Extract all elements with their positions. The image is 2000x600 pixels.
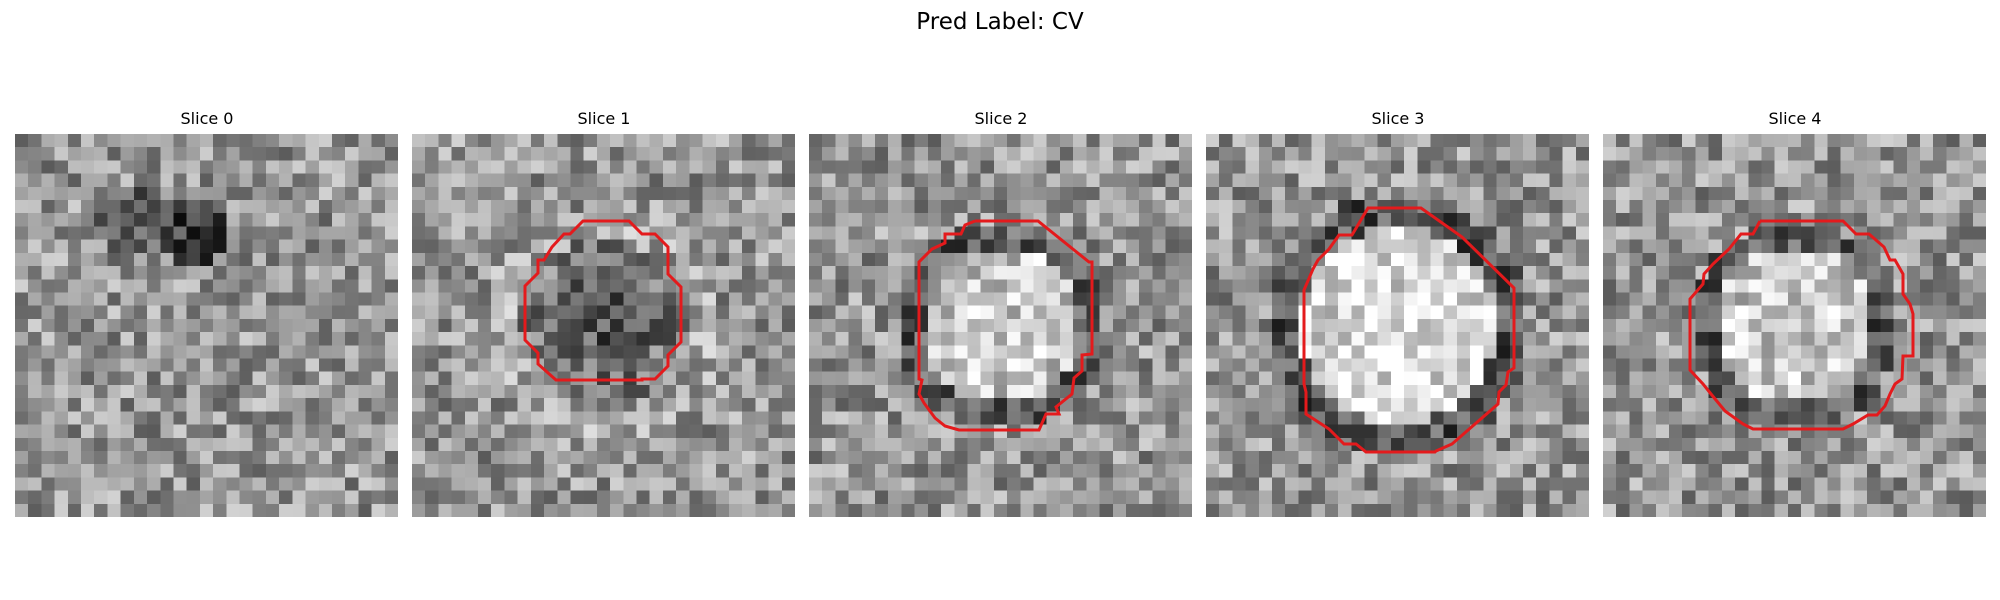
slice-1-canvas <box>412 134 795 517</box>
slice-2-canvas <box>809 134 1192 517</box>
slice-3-title: Slice 3 <box>1371 109 1425 128</box>
slice-3-image <box>1206 134 1589 517</box>
slice-1-image <box>412 134 795 517</box>
slice-2-title: Slice 2 <box>974 109 1028 128</box>
slice-3-canvas <box>1206 134 1589 517</box>
slice-4-title: Slice 4 <box>1768 109 1822 128</box>
slice-4-image <box>1603 134 1986 517</box>
figure-title: Pred Label: CV <box>916 9 1084 35</box>
slice-4-canvas <box>1603 134 1986 517</box>
slice-0-title: Slice 0 <box>180 109 234 128</box>
slice-0-image <box>15 134 398 517</box>
slice-2-image <box>809 134 1192 517</box>
slice-0-canvas <box>15 134 398 517</box>
slice-1-title: Slice 1 <box>577 109 631 128</box>
